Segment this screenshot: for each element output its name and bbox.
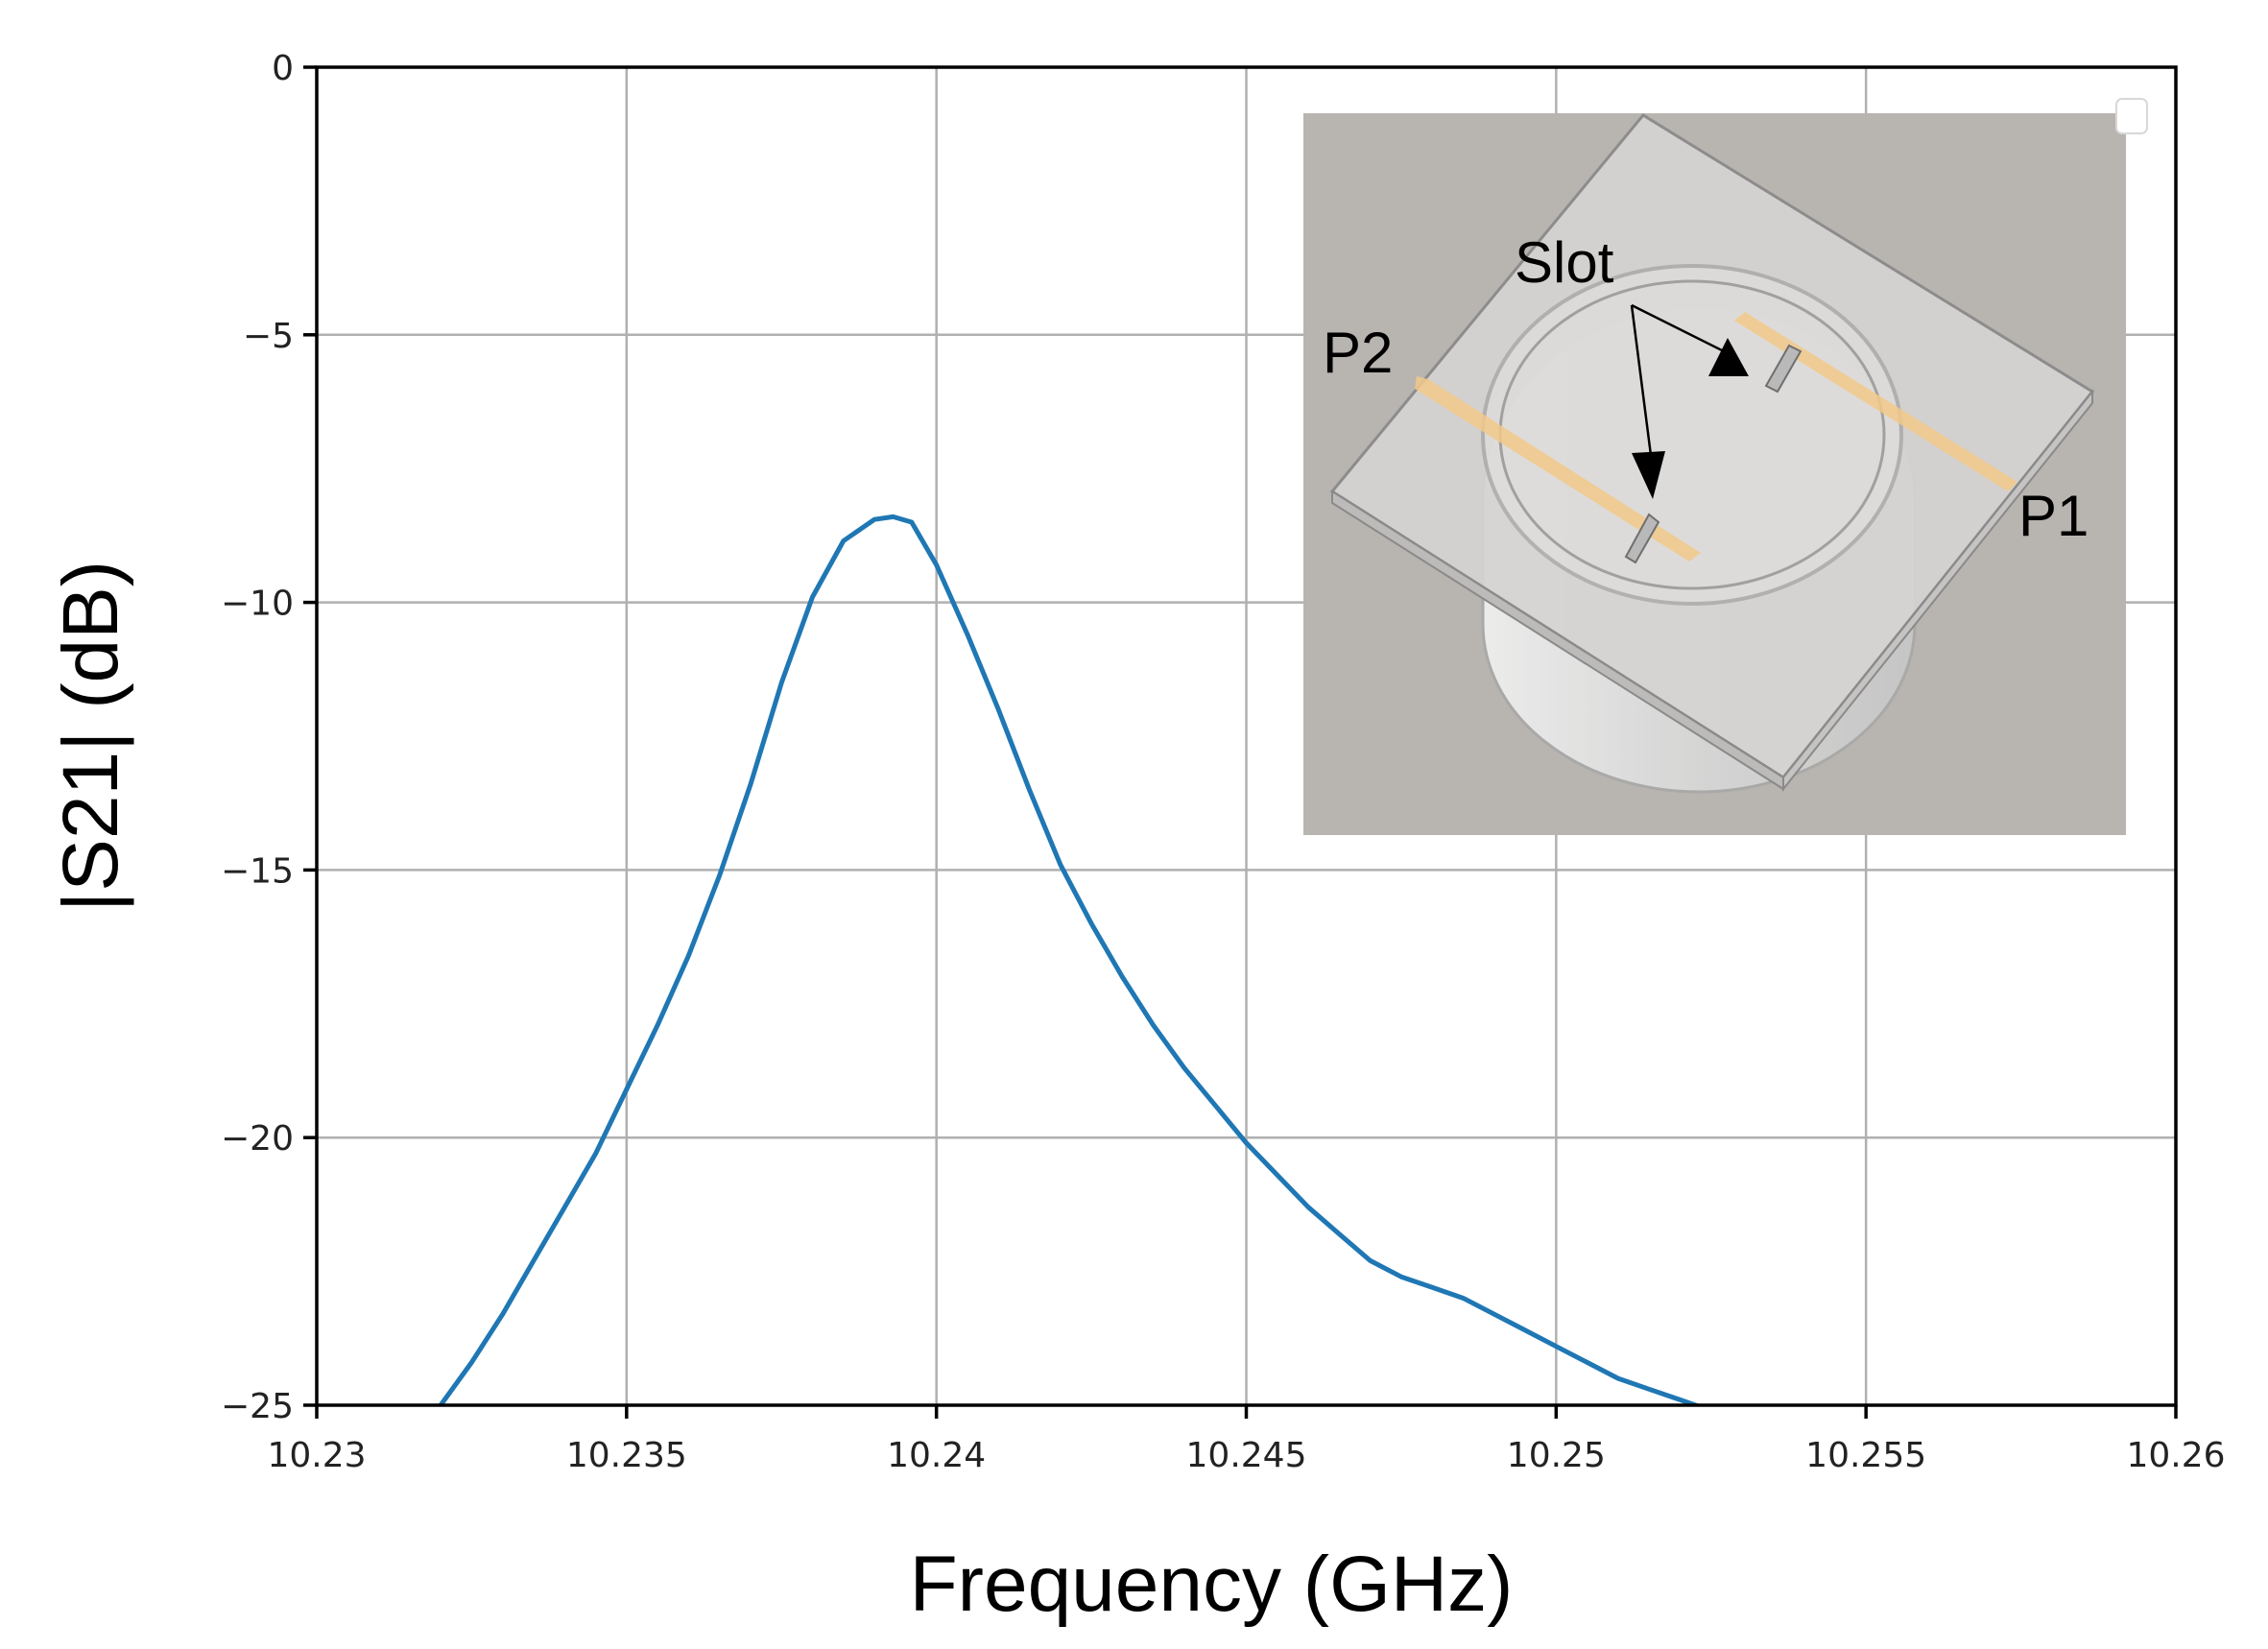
y-tick-label: −5 xyxy=(243,317,294,356)
x-axis-ticks: 10.23 10.235 10.24 10.245 10.25 10.255 10.26 xyxy=(267,1405,2226,1475)
microstrip-p2 xyxy=(1415,376,1701,562)
slot-arrow-upper xyxy=(1631,303,1729,355)
y-tick-label: −20 xyxy=(221,1119,294,1159)
y-axis-label: |S21| (dB) xyxy=(47,561,134,912)
legend-box xyxy=(2115,98,2148,134)
inset-model-image: Slot P2 P1 xyxy=(1303,113,2126,835)
x-tick-label: 10.235 xyxy=(566,1436,687,1475)
microstrip-p1 xyxy=(1734,312,2017,491)
inset-label-p2: P2 xyxy=(1323,321,1393,385)
slot-lower xyxy=(1624,513,1660,564)
y-axis-ticks: 0 −5 −10 −15 −20 −25 xyxy=(221,49,317,1426)
x-tick-label: 10.245 xyxy=(1186,1436,1307,1475)
substrate-side xyxy=(1782,389,2093,792)
slot-upper xyxy=(1764,344,1802,394)
x-tick-label: 10.23 xyxy=(267,1436,366,1475)
x-tick-label: 10.255 xyxy=(1805,1436,1926,1475)
x-tick-label: 10.25 xyxy=(1507,1436,1606,1475)
arrowhead-lower xyxy=(1632,451,1665,499)
x-tick-label: 10.24 xyxy=(887,1436,986,1475)
y-tick-label: −10 xyxy=(221,585,294,624)
x-axis-label: Frequency (GHz) xyxy=(910,1541,1514,1628)
y-tick-label: −15 xyxy=(221,851,294,891)
x-tick-label: 10.26 xyxy=(2126,1436,2225,1475)
arrowhead-upper xyxy=(1708,338,1749,376)
y-tick-label: −25 xyxy=(221,1387,294,1426)
inset-label-p1: P1 xyxy=(2018,484,2089,548)
slot-arrow-lower xyxy=(1630,304,1655,471)
s21-series-line xyxy=(438,514,1704,1405)
y-tick-label: 0 xyxy=(272,49,294,88)
series-layer xyxy=(438,514,1704,1405)
inset-label-slot: Slot xyxy=(1515,230,1614,295)
